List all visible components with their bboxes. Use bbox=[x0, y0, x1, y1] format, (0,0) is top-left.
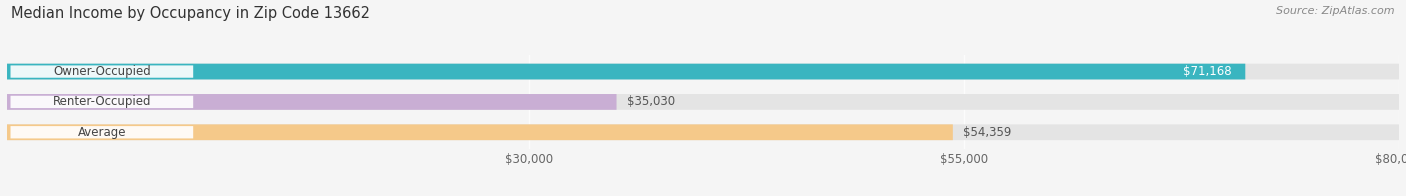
FancyBboxPatch shape bbox=[10, 126, 193, 138]
Text: Median Income by Occupancy in Zip Code 13662: Median Income by Occupancy in Zip Code 1… bbox=[11, 6, 370, 21]
FancyBboxPatch shape bbox=[10, 96, 193, 108]
Text: $54,359: $54,359 bbox=[963, 126, 1012, 139]
FancyBboxPatch shape bbox=[7, 124, 1399, 140]
FancyBboxPatch shape bbox=[7, 124, 953, 140]
FancyBboxPatch shape bbox=[7, 64, 1246, 79]
FancyBboxPatch shape bbox=[7, 94, 1399, 110]
FancyBboxPatch shape bbox=[7, 64, 1399, 79]
Text: Renter-Occupied: Renter-Occupied bbox=[52, 95, 150, 108]
Text: $71,168: $71,168 bbox=[1182, 65, 1232, 78]
Text: Source: ZipAtlas.com: Source: ZipAtlas.com bbox=[1277, 6, 1395, 16]
Text: $35,030: $35,030 bbox=[627, 95, 675, 108]
Text: Owner-Occupied: Owner-Occupied bbox=[53, 65, 150, 78]
FancyBboxPatch shape bbox=[10, 65, 193, 78]
FancyBboxPatch shape bbox=[7, 94, 616, 110]
Text: Average: Average bbox=[77, 126, 127, 139]
